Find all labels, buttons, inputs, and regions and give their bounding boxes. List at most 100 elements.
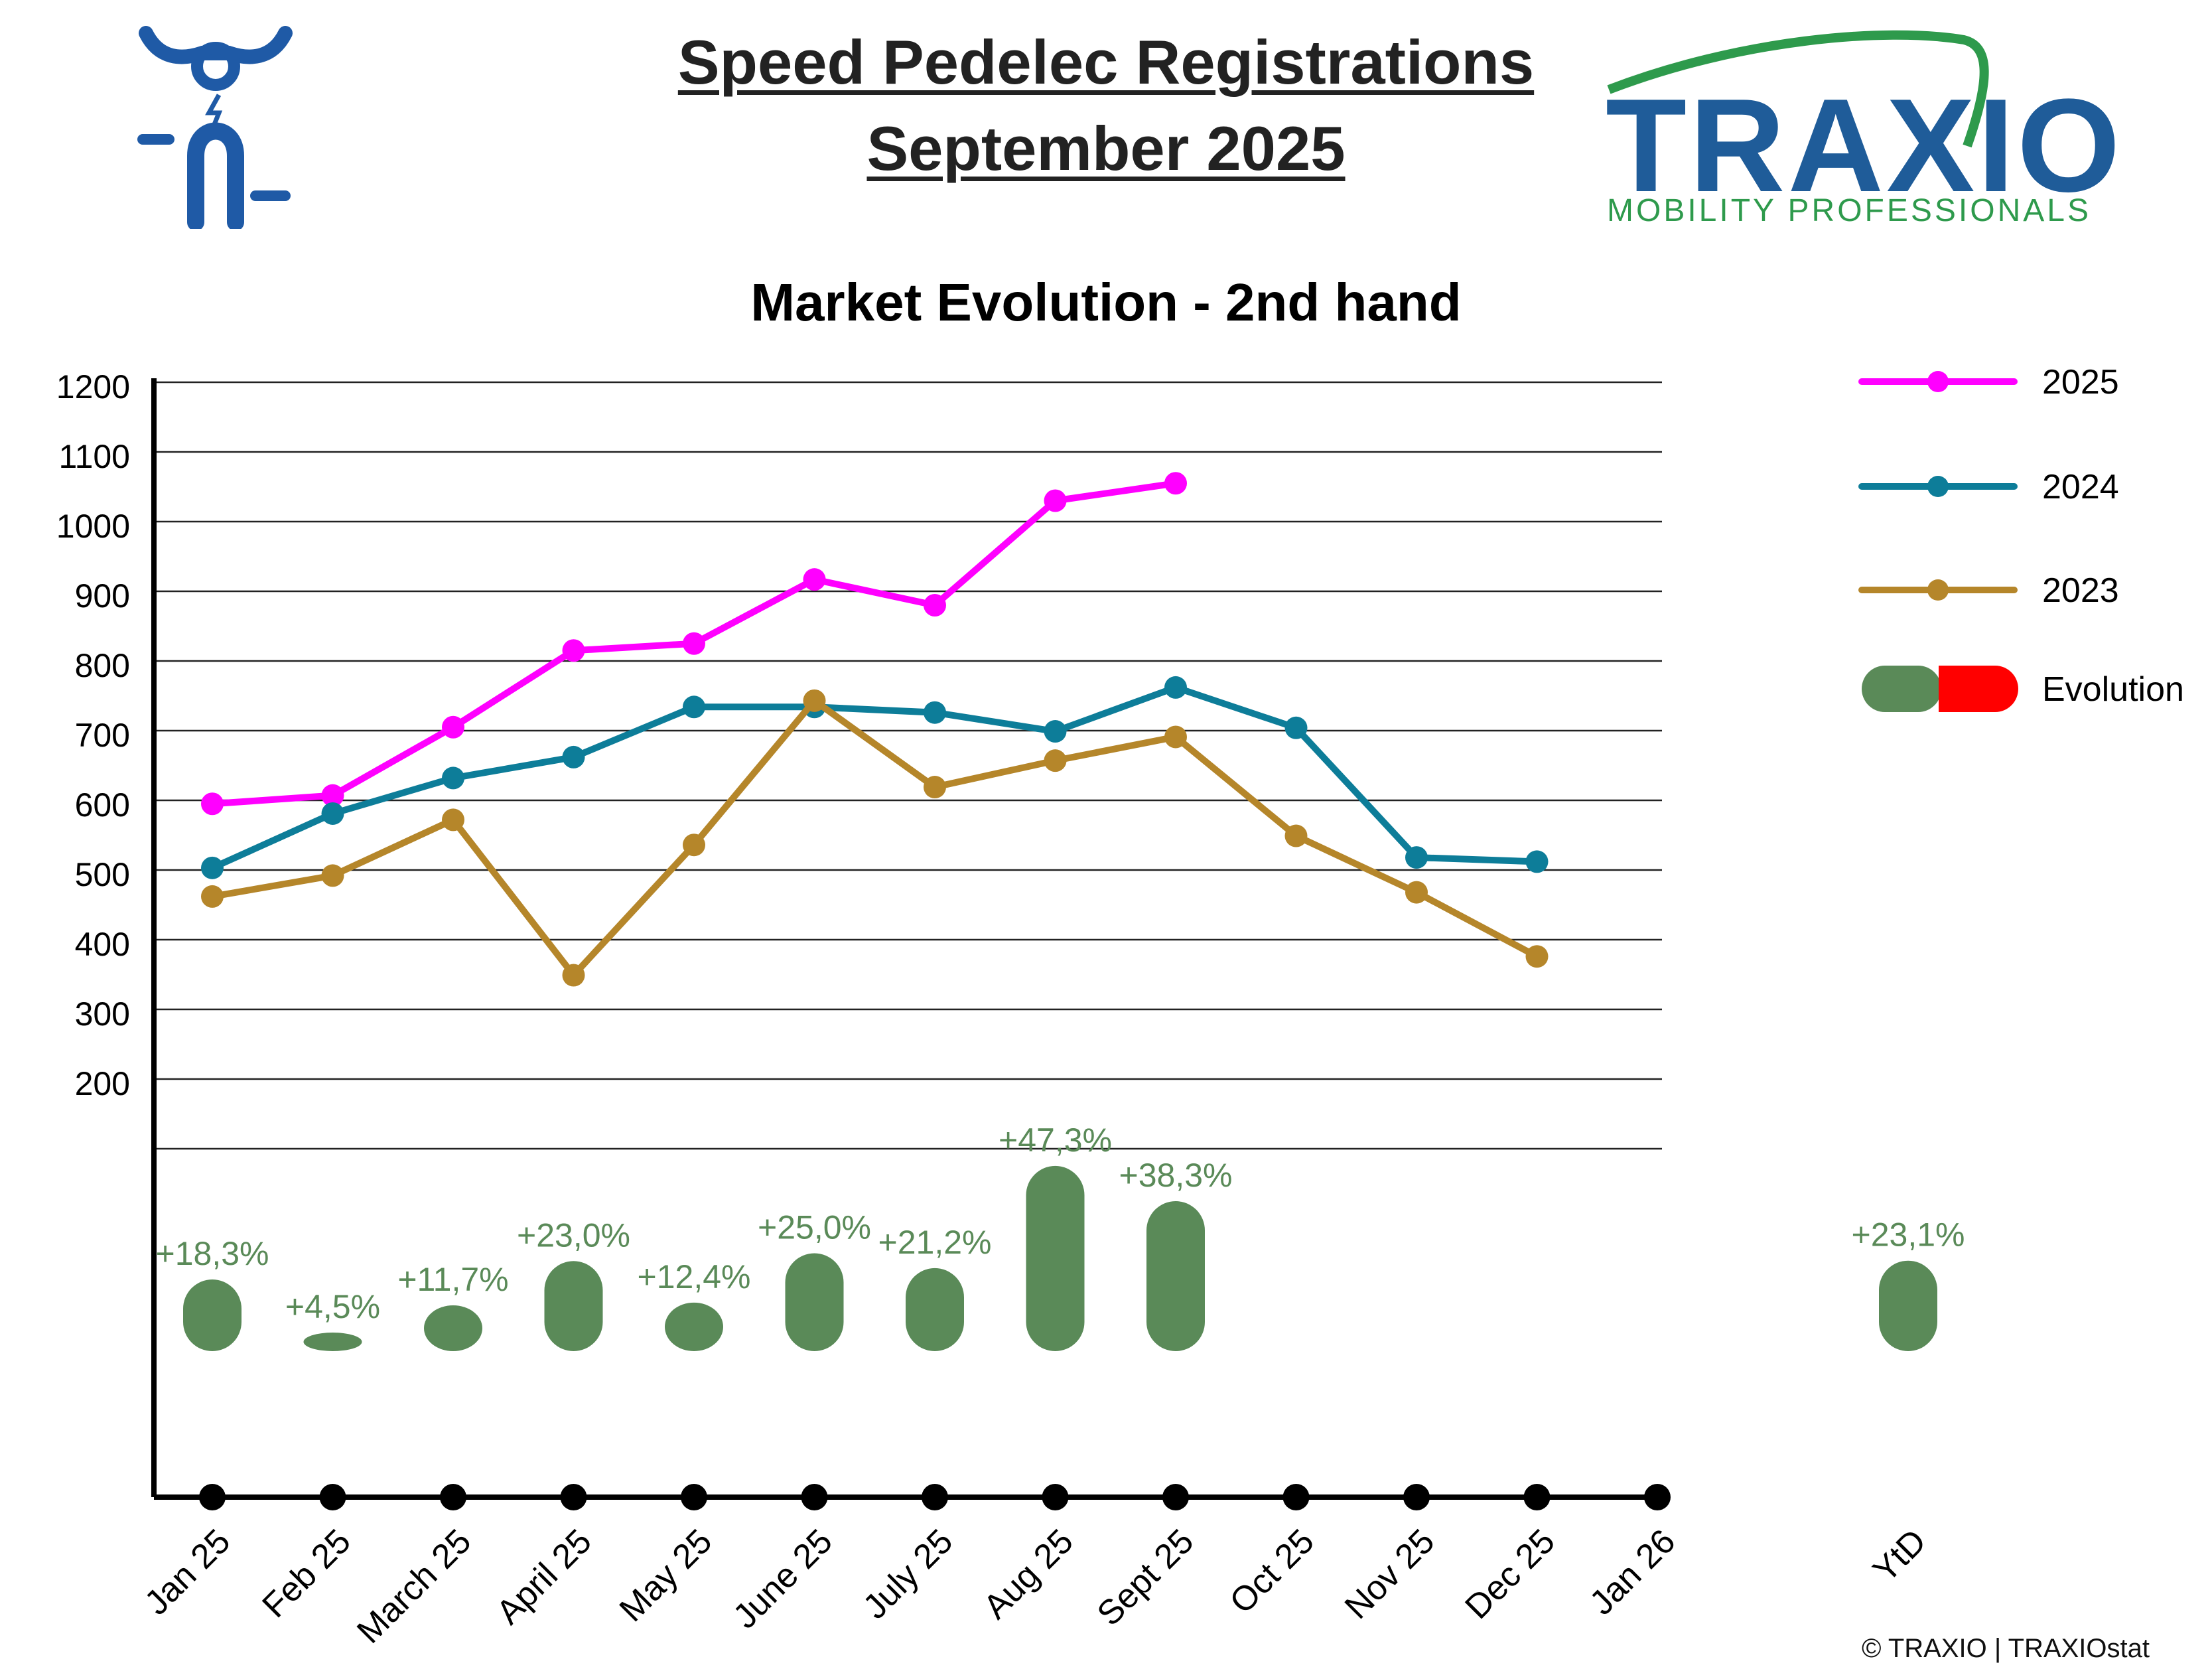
- evolution-bar-ytd-label: +23,1%: [1852, 1216, 1965, 1254]
- x-tick-label: June 25: [726, 1522, 840, 1636]
- speed-pedelec-rider-icon: [137, 26, 293, 229]
- evolution-bar-ytd: [1879, 1260, 1937, 1351]
- data-point-2024: [1525, 850, 1549, 873]
- evolution-bar: [906, 1268, 964, 1351]
- y-tick-label: 600: [75, 786, 130, 824]
- data-point-2024: [683, 695, 705, 719]
- x-axis-marker: [319, 1484, 346, 1510]
- data-point-2025: [1164, 472, 1187, 495]
- evolution-bar: [544, 1261, 603, 1351]
- data-point-2024: [321, 802, 344, 825]
- page-title: Speed Pedelec Registrations: [677, 27, 1535, 97]
- y-tick-label: 200: [75, 1065, 130, 1102]
- legend-marker-2024: [1927, 476, 1949, 497]
- x-axis-marker: [922, 1484, 948, 1510]
- evolution-bar-label: +25,0%: [758, 1209, 871, 1246]
- x-axis-marker: [1403, 1484, 1430, 1510]
- x-tick-label: Sept 25: [1090, 1522, 1202, 1633]
- evolution-bar-label: +18,3%: [156, 1235, 269, 1272]
- x-tick-label: Aug 25: [976, 1522, 1081, 1627]
- x-tick-label: July 25: [856, 1522, 961, 1627]
- data-point-2025: [924, 594, 946, 617]
- x-tick-label: Feb 25: [255, 1522, 358, 1625]
- data-point-2024: [1284, 716, 1308, 739]
- data-point-2025: [803, 568, 826, 591]
- data-point-2023: [1525, 945, 1549, 968]
- data-point-2024: [1164, 676, 1187, 699]
- data-point-2023: [1405, 881, 1428, 904]
- evolution-bar: [183, 1279, 242, 1351]
- x-axis-marker: [681, 1484, 707, 1510]
- data-point-2025: [562, 639, 585, 662]
- evolution-bar-label: +4,5%: [285, 1288, 380, 1325]
- traxio-logo: TRAXIO: [1606, 72, 2123, 220]
- chart-title: Market Evolution - 2nd hand: [750, 273, 1462, 332]
- series-line-2023: [209, 697, 1541, 979]
- legend-marker-2025: [1927, 371, 1949, 392]
- data-point-2023: [1044, 749, 1067, 772]
- x-tick-label: Jan 26: [1582, 1522, 1683, 1622]
- evolution-bar: [424, 1305, 482, 1351]
- traxio-tagline: MOBILITY PROFESSIONALS: [1607, 193, 2091, 228]
- data-point-2025: [201, 792, 224, 816]
- data-point-2025: [683, 632, 705, 655]
- x-axis-marker: [199, 1484, 226, 1510]
- evolution-bar: [1026, 1165, 1085, 1351]
- evolution-bar: [303, 1333, 362, 1351]
- data-point-2024: [201, 856, 224, 879]
- y-tick-label: 900: [75, 577, 130, 615]
- y-tick-label: 300: [75, 995, 130, 1033]
- legend-evolution-positive: [1862, 666, 1941, 712]
- data-point-2023: [201, 885, 224, 908]
- evolution-bar: [1146, 1201, 1205, 1351]
- data-point-2025: [442, 715, 464, 739]
- evolution-bar-label: +23,0%: [517, 1216, 630, 1254]
- data-point-2024: [442, 766, 464, 790]
- page-subtitle-date: September 2025: [866, 113, 1346, 183]
- x-axis-marker: [560, 1484, 587, 1510]
- evolution-bar-label: +47,3%: [999, 1122, 1112, 1159]
- x-tick-label: Oct 25: [1223, 1522, 1322, 1621]
- y-tick-label: 700: [75, 717, 130, 754]
- series-line-2024: [209, 684, 1541, 871]
- x-axis-marker: [440, 1484, 466, 1510]
- data-point-2023: [683, 834, 705, 857]
- data-point-2024: [1405, 846, 1428, 869]
- data-point-2024: [1044, 720, 1067, 743]
- y-tick-label: 1200: [56, 368, 130, 405]
- x-tick-label: April 25: [489, 1522, 599, 1632]
- x-tick-label: Nov 25: [1338, 1522, 1442, 1627]
- y-tick-label: 1100: [58, 438, 130, 475]
- copyright-note: © TRAXIO | TRAXIOstat: [1861, 1634, 2150, 1663]
- x-tick-label: Dec 25: [1458, 1522, 1562, 1627]
- data-point-2025: [321, 784, 344, 807]
- evolution-bar-label: +21,2%: [878, 1224, 992, 1261]
- x-axis-marker: [1644, 1484, 1671, 1510]
- data-point-2023: [1164, 725, 1187, 749]
- data-point-2023: [1284, 824, 1308, 847]
- x-axis-marker: [1162, 1484, 1189, 1510]
- x-tick-label: May 25: [612, 1522, 720, 1629]
- x-axis-marker: [1523, 1484, 1551, 1510]
- evolution-bar-label: +12,4%: [638, 1258, 751, 1295]
- y-tick-label: 800: [75, 647, 130, 684]
- legend-label-2025: 2025: [2042, 363, 2119, 401]
- data-point-2025: [1044, 489, 1067, 512]
- y-tick-label: 500: [75, 856, 130, 893]
- data-point-2024: [562, 745, 585, 768]
- logo-swoosh: [1607, 30, 1989, 148]
- legend-evolution-negative-join: [1939, 666, 1965, 712]
- data-point-2024: [924, 701, 946, 724]
- x-tick-label-ytd: YtD: [1866, 1522, 1933, 1589]
- y-tick-label: 1000: [56, 508, 130, 545]
- data-point-2023: [321, 864, 344, 887]
- data-point-2023: [924, 776, 946, 799]
- x-tick-label: March 25: [350, 1522, 478, 1650]
- x-axis-marker: [801, 1484, 828, 1510]
- evolution-bar-label: +38,3%: [1119, 1157, 1233, 1194]
- legend-label-2024: 2024: [2042, 468, 2119, 506]
- evolution-bar: [665, 1302, 723, 1351]
- legend-label-evolution: Evolution: [2042, 670, 2184, 709]
